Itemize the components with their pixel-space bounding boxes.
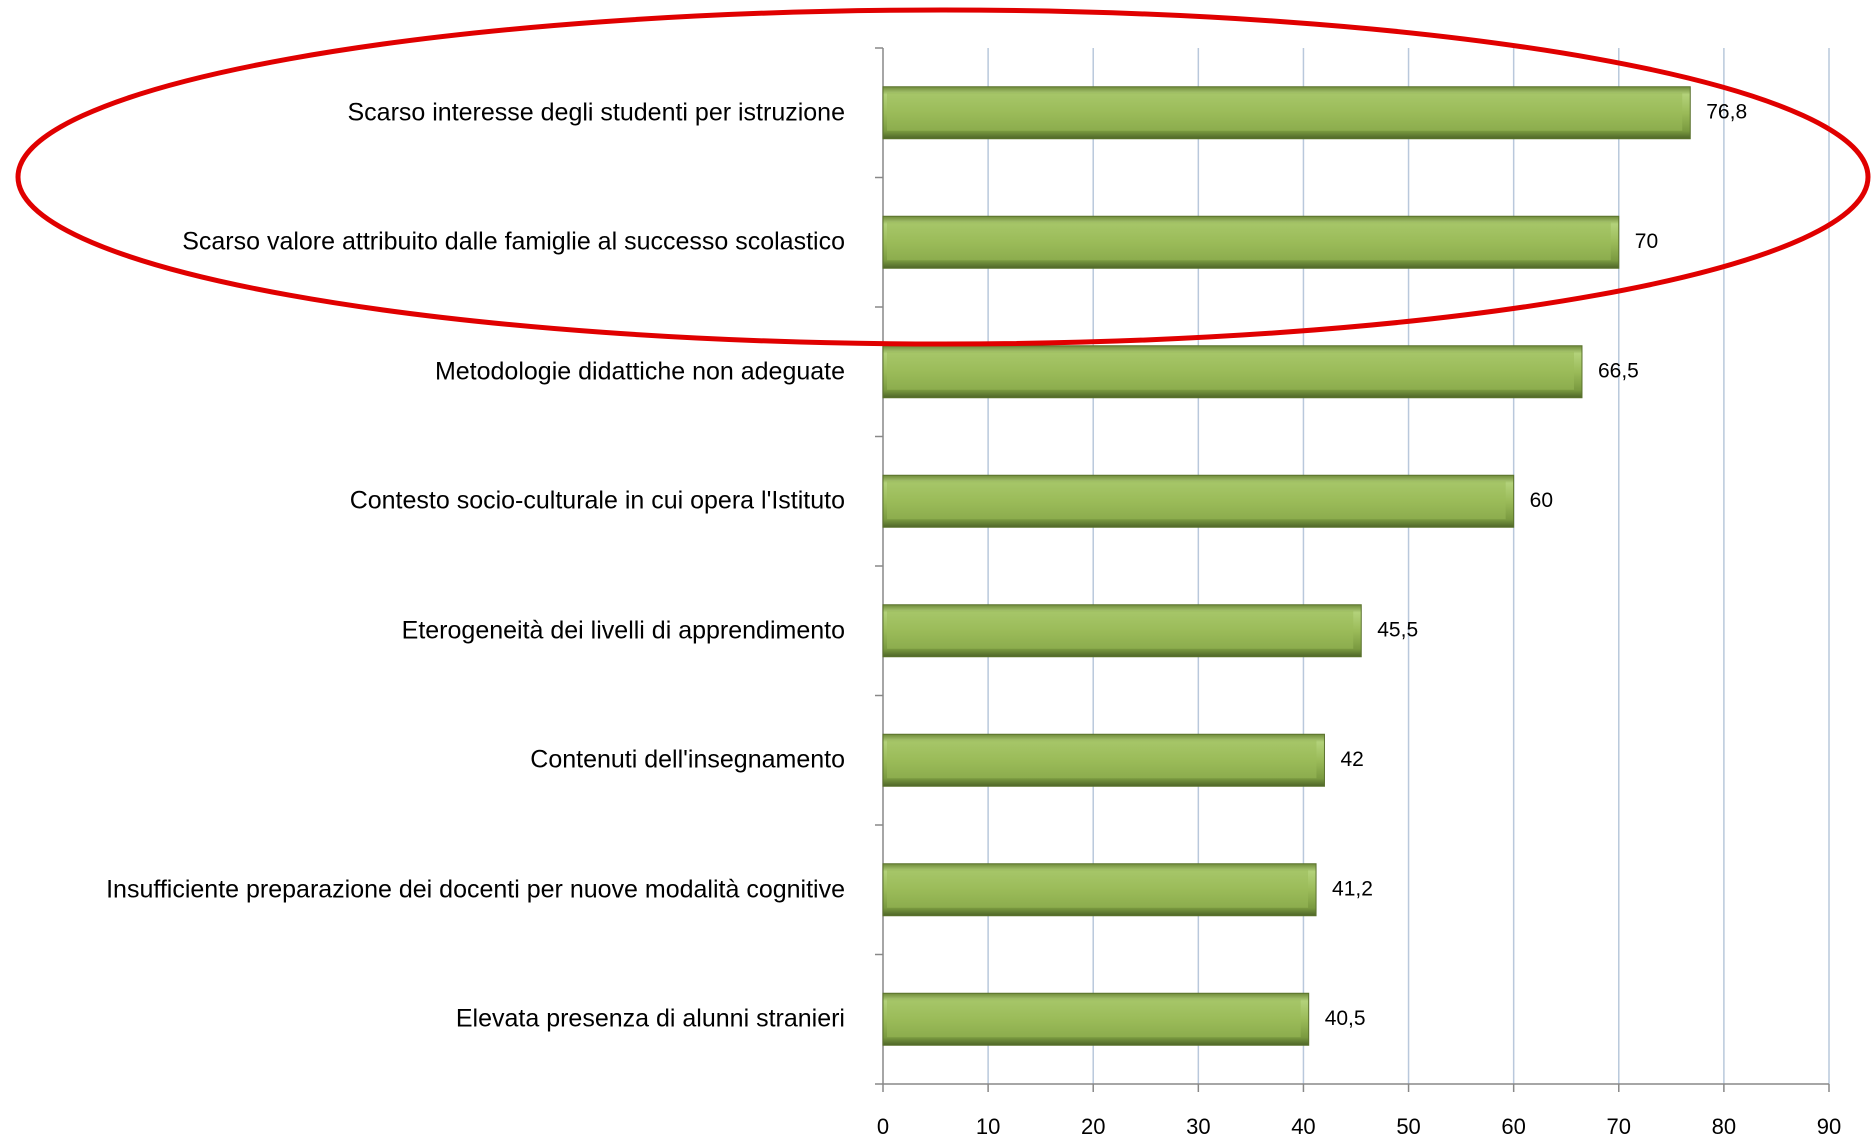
category-label-box: Scarso valore attribuito dalle famiglie … [0, 225, 845, 260]
data-label: 41,2 [1332, 877, 1373, 900]
x-tick-label: 70 [1607, 1114, 1631, 1139]
data-label: 66,5 [1598, 359, 1639, 382]
bar-highlight [887, 610, 1354, 649]
bar-highlight [887, 869, 1309, 908]
bar-highlight [887, 351, 1574, 390]
data-label: 60 [1530, 489, 1553, 512]
category-label-box: Contesto socio-culturale in cui opera l'… [0, 484, 845, 519]
x-tick-label: 20 [1081, 1114, 1105, 1139]
category-label: Metodologie didattiche non adeguate [434, 357, 845, 386]
bar-highlight [887, 481, 1506, 520]
x-tick-label: 40 [1291, 1114, 1315, 1139]
category-label-box: Insufficiente preparazione dei docenti p… [0, 872, 845, 907]
x-tick-label: 90 [1817, 1114, 1841, 1139]
x-tick-label: 80 [1712, 1114, 1736, 1139]
x-tick-label: 50 [1396, 1114, 1420, 1139]
category-label: Scarso interesse degli studenti per istr… [347, 98, 846, 127]
category-label-box: Scarso interesse degli studenti per istr… [0, 95, 846, 130]
data-label: 76,8 [1706, 100, 1747, 123]
data-label: 45,5 [1377, 618, 1418, 641]
bar-highlight [887, 999, 1301, 1038]
category-label: Eterogeneità dei livelli di apprendiment… [401, 616, 845, 645]
x-tick-label: 60 [1501, 1114, 1525, 1139]
x-tick-label: 10 [976, 1114, 1000, 1139]
x-tick-label: 30 [1186, 1114, 1210, 1139]
x-tick-label: 0 [877, 1114, 889, 1139]
bar-highlight [887, 222, 1611, 261]
bar-highlight [887, 740, 1317, 779]
highlight-ellipse [15, 7, 1871, 347]
category-label-box: Eterogeneità dei livelli di apprendiment… [0, 613, 845, 648]
category-label-box: Metodologie didattiche non adeguate [0, 354, 845, 389]
category-label: Contenuti dell'insegnamento [530, 745, 845, 774]
data-label: 42 [1340, 748, 1363, 771]
category-label: Contesto socio-culturale in cui opera l'… [349, 486, 845, 515]
bar-highlight [887, 92, 1683, 131]
category-label-box: Contenuti dell'insegnamento [0, 743, 845, 778]
data-label: 70 [1635, 230, 1658, 253]
category-label: Insufficiente preparazione dei docenti p… [106, 875, 845, 904]
category-label: Scarso valore attribuito dalle famiglie … [182, 227, 845, 256]
category-label-box: Elevata presenza di alunni stranieri [0, 1002, 845, 1037]
data-label: 40,5 [1325, 1007, 1366, 1030]
category-label: Elevata presenza di alunni stranieri [455, 1004, 845, 1033]
